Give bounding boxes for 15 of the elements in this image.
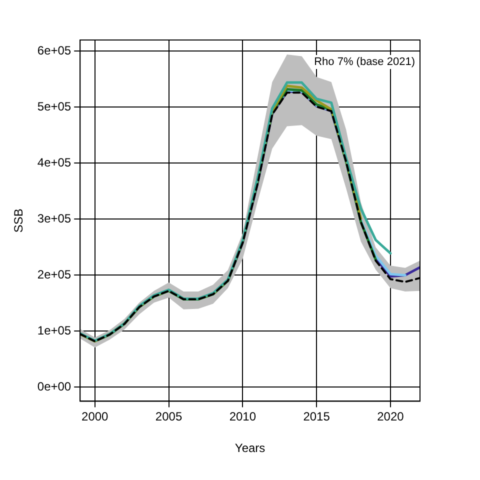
y-tick-label: 0e+00 [37, 380, 72, 394]
y-tick-label: 6e+05 [37, 44, 72, 58]
x-tick-label: 2010 [229, 410, 256, 424]
y-tick-label: 5e+05 [37, 100, 72, 114]
x-axis-title: Years [234, 441, 266, 456]
y-tick-label: 2e+05 [37, 268, 72, 282]
x-tick-label: 2000 [82, 410, 109, 424]
y-axis-title: SSB [12, 208, 26, 233]
y-tick-label: 4e+05 [37, 156, 72, 170]
x-tick-label: 2020 [377, 410, 404, 424]
y-tick-label: 3e+05 [37, 212, 72, 226]
x-tick-label: 2015 [303, 410, 330, 424]
x-tick-label: 2005 [155, 410, 182, 424]
y-tick-label: 1e+05 [37, 324, 72, 338]
annotation: Rho 7% (base 2021) [314, 56, 415, 68]
